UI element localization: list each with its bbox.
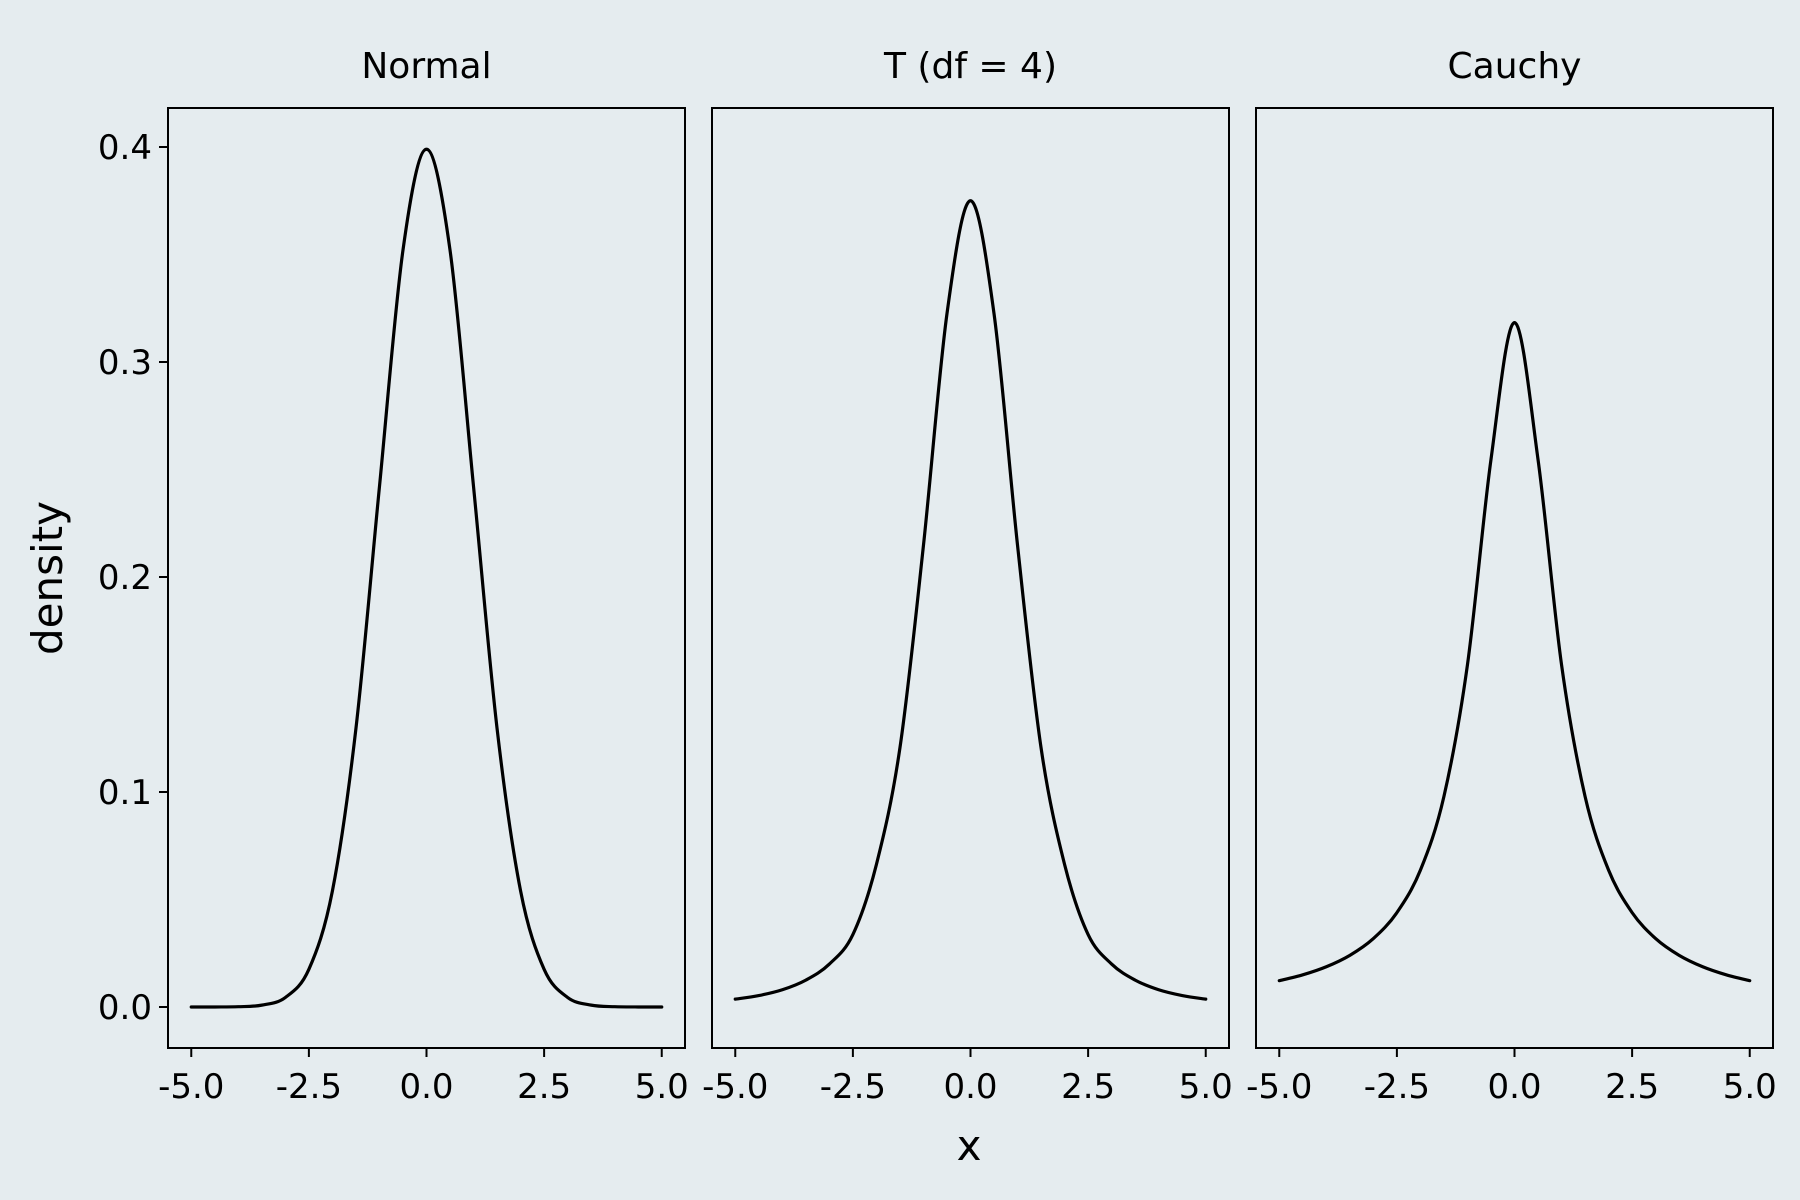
y-axis-label: density: [23, 501, 72, 655]
x-tick-label: -2.5: [820, 1067, 886, 1107]
panel-2: T (df = 4) -5.0 -2.5 0.0 2.5 5.0: [702, 46, 1233, 1107]
x-tick-label: 2.5: [517, 1067, 571, 1107]
y-tick-label: 0.0: [98, 988, 152, 1028]
x-tick-label: -5.0: [158, 1067, 224, 1107]
panels: Normal -5.0 -2.5 0.0 2.5 5.0 T (df = 4) -5.0 -2.…: [158, 46, 1777, 1107]
panel-frame: [711, 107, 1230, 1049]
density-curve: [733, 199, 1208, 1001]
x-tick-label: -5.0: [1246, 1067, 1312, 1107]
x-tick-label: 5.0: [1723, 1067, 1777, 1107]
density-curve: [1277, 321, 1752, 983]
y-tick-label: 0.3: [98, 343, 152, 383]
panel-title: T (df = 4): [883, 46, 1057, 87]
x-tick-label: 0.0: [1487, 1067, 1541, 1107]
panel-title: Normal: [361, 46, 491, 87]
y-tick-label: 0.1: [98, 773, 152, 813]
panel-frame: [167, 107, 686, 1049]
panel-title: Cauchy: [1448, 46, 1582, 87]
x-tick-label: 0.0: [943, 1067, 997, 1107]
density-curve: [189, 147, 664, 1009]
y-axis: 0.0 0.1 0.2 0.3 0.4: [98, 128, 168, 1028]
x-tick-label: 0.0: [399, 1067, 453, 1107]
x-tick-label: -5.0: [702, 1067, 768, 1107]
panel-frame: [1255, 107, 1774, 1049]
y-tick-label: 0.2: [98, 558, 152, 598]
x-axis-label: x: [957, 1121, 982, 1170]
x-tick-label: 2.5: [1061, 1067, 1115, 1107]
y-tick-label: 0.4: [98, 128, 152, 168]
x-tick-label: 5.0: [1179, 1067, 1233, 1107]
x-tick-label: -2.5: [276, 1067, 342, 1107]
x-tick-label: -2.5: [1364, 1067, 1430, 1107]
panel-3: Cauchy -5.0 -2.5 0.0 2.5 5.0: [1246, 46, 1777, 1107]
x-tick-label: 5.0: [635, 1067, 689, 1107]
x-tick-label: 2.5: [1605, 1067, 1659, 1107]
panel-1: Normal -5.0 -2.5 0.0 2.5 5.0: [158, 46, 689, 1107]
